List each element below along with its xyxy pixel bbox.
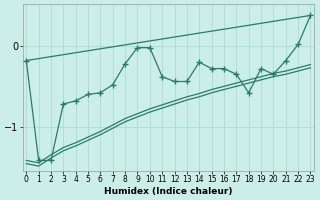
X-axis label: Humidex (Indice chaleur): Humidex (Indice chaleur) <box>104 187 233 196</box>
